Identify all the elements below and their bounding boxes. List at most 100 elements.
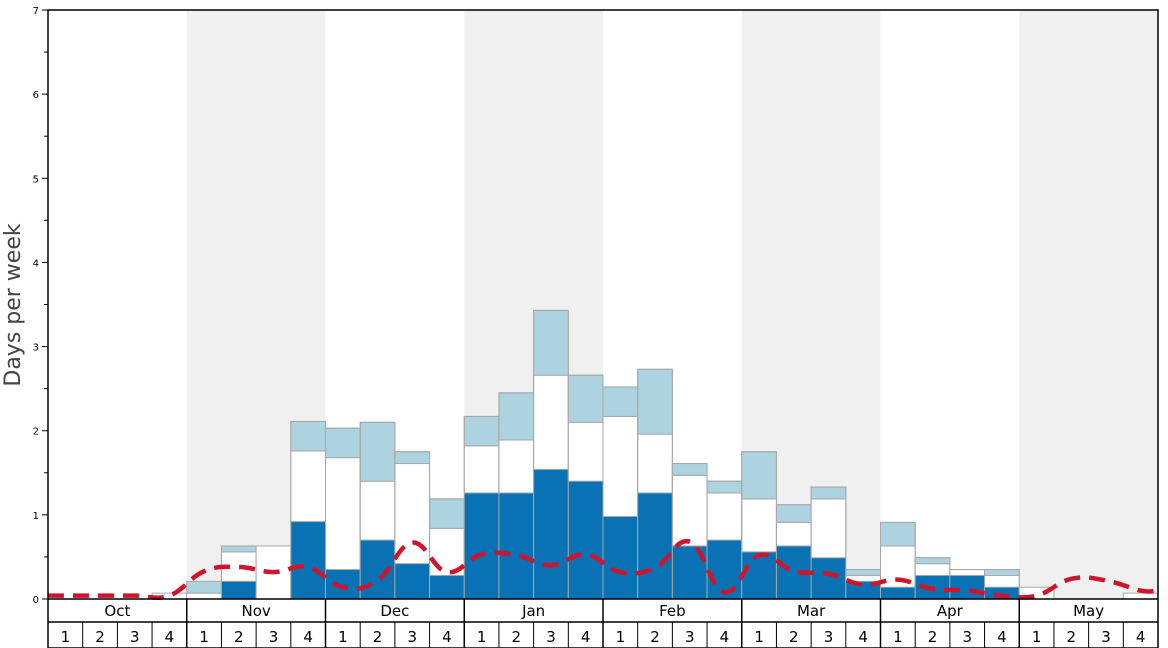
bar-segment-3-week-11: [394, 451, 431, 465]
month-label-dec: Dec: [380, 602, 409, 620]
bar-segment-1-week-17: [603, 516, 638, 599]
y-tick-label: 4: [33, 258, 39, 269]
bar-segment-3-week-18: [637, 368, 673, 435]
week-label: 4: [858, 628, 868, 646]
bar-segment-1-week-11: [394, 563, 430, 599]
bar-segment-2-week-8: [290, 450, 326, 523]
bar-segment-3-week-24: [845, 569, 881, 576]
bar-segment-2-week-16: [567, 421, 604, 482]
bar-segment-2-week-13: [463, 445, 500, 494]
week-label: 1: [616, 628, 626, 646]
bar-segment-2-week-9: [325, 457, 361, 571]
week-label: 3: [1101, 628, 1111, 646]
week-label: 2: [789, 628, 799, 646]
trend-line-layer: [48, 539, 1159, 601]
bar-segment-3-week-22: [775, 504, 812, 523]
month-label-may: May: [1073, 602, 1104, 620]
y-tick-label: 5: [33, 174, 39, 185]
bar-segment-1-week-12: [429, 575, 465, 599]
week-label: 4: [303, 628, 313, 646]
bar-segment-3-week-10: [359, 421, 396, 482]
plot-frame: [47, 9, 1159, 648]
bar-segment-1-week-25: [880, 587, 916, 599]
month-label-nov: Nov: [241, 602, 270, 620]
week-label: 2: [650, 628, 660, 646]
bar-segment-3-week-16: [567, 374, 604, 423]
bar-segment-2-week-22: [775, 521, 812, 547]
bar-segment-3-week-19: [671, 463, 708, 476]
bar-segment-1-week-27: [949, 575, 985, 599]
week-label: 1: [477, 628, 487, 646]
week-label: 3: [685, 628, 695, 646]
week-label: 2: [928, 628, 938, 646]
bar-segment-3-week-15: [533, 309, 569, 376]
bar-segment-2-week-17: [602, 415, 639, 518]
bar-segment-1-week-18: [637, 492, 673, 599]
bar-segment-3-week-17: [602, 386, 639, 417]
week-label: 1: [893, 628, 903, 646]
bar-segment-3-week-13: [463, 415, 500, 447]
month-label-feb: Feb: [659, 602, 686, 620]
week-label: 4: [442, 628, 452, 646]
week-label: 2: [373, 628, 383, 646]
week-label: 3: [130, 628, 140, 646]
stacked-bars: [151, 309, 1159, 600]
bar-segment-1-week-15: [533, 469, 569, 599]
week-label: 2: [234, 628, 244, 646]
week-label: 1: [754, 628, 764, 646]
bar-segment-2-week-14: [498, 439, 535, 494]
bar-segment-2-week-26: [914, 563, 951, 576]
trend-line: [48, 539, 1159, 601]
bar-segment-2-week-23: [810, 498, 847, 559]
bar-segment-2-week-5: [186, 592, 222, 600]
bar-segment-3-week-9: [325, 427, 361, 459]
bar-segment-3-week-26: [914, 557, 951, 565]
month-shade-may: [1019, 10, 1158, 599]
bar-segment-1-week-21: [741, 551, 777, 599]
bar-segment-3-week-28: [984, 569, 1020, 576]
axes: 0 1 2 3 4 5 6 7 Oct Nov Dec Jan Feb Mar Apr May 1 2 3 4 1 2 3 4…: [33, 6, 1159, 648]
week-label: 2: [512, 628, 522, 646]
bar-segment-1-week-14: [498, 492, 534, 599]
bar-segment-2-week-18: [637, 433, 673, 494]
week-label: 4: [581, 628, 591, 646]
week-label: 3: [269, 628, 279, 646]
y-tick-label: 3: [33, 343, 39, 354]
week-label: 3: [962, 628, 972, 646]
month-label-oct: Oct: [104, 602, 130, 620]
bar-segment-2-week-20: [706, 492, 743, 541]
y-tick-label: 2: [33, 427, 39, 438]
bar-segment-1-week-20: [707, 540, 742, 599]
week-label: 4: [997, 628, 1007, 646]
week-label: 2: [1067, 628, 1077, 646]
bar-segment-2-week-27: [949, 569, 986, 576]
y-tick-label: 6: [33, 90, 39, 101]
week-label: 1: [199, 628, 209, 646]
bar-segment-3-week-12: [429, 498, 465, 529]
month-label-apr: Apr: [937, 602, 964, 620]
y-axis-label: Days per week: [1, 223, 26, 386]
bar-segment-1-week-28: [984, 587, 1020, 599]
week-label: 3: [546, 628, 556, 646]
week-label: 2: [95, 628, 105, 646]
month-shading: [186, 10, 1158, 599]
week-label: 1: [338, 628, 348, 646]
bar-segment-1-week-13: [464, 492, 499, 599]
y-tick-label: 7: [33, 6, 39, 17]
bar-segment-2-week-15: [533, 374, 569, 470]
bar-segment-1-week-8: [290, 521, 326, 599]
week-label: 3: [824, 628, 834, 646]
bar-segment-1-week-16: [568, 481, 603, 599]
y-tick-label: 1: [33, 511, 39, 522]
bar-segment-3-week-8: [290, 420, 326, 452]
bar-segment-1-week-23: [811, 557, 846, 599]
week-label: 1: [61, 628, 71, 646]
bar-segment-1-week-9: [325, 569, 361, 599]
week-label: 1: [1032, 628, 1042, 646]
week-label: 4: [720, 628, 730, 646]
bar-segment-3-week-14: [498, 392, 535, 441]
bar-segment-3-week-5: [186, 580, 222, 594]
bar-segment-3-week-6: [220, 545, 257, 553]
bar-segment-2-week-21: [741, 498, 777, 553]
